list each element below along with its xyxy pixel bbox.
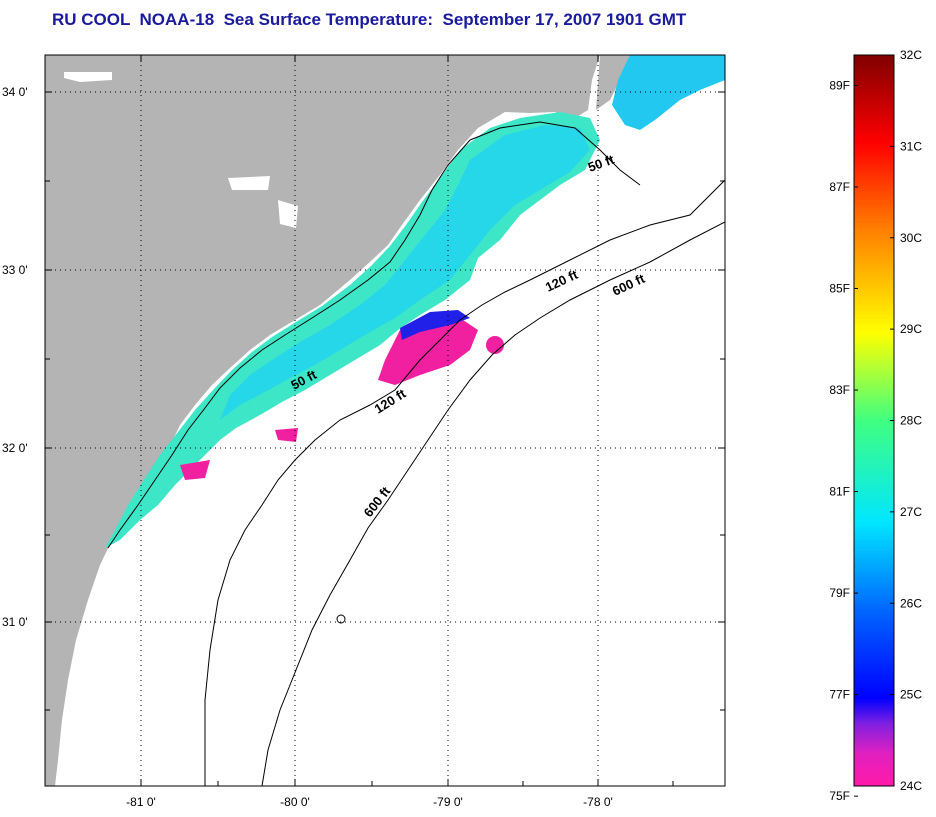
land-cloud <box>228 176 270 190</box>
colorbar-celsius-label: 24C <box>900 779 922 793</box>
colorbar-celsius-label: 28C <box>900 414 922 428</box>
colorbar-celsius-label: 32C <box>900 48 922 62</box>
sst-patch-blue <box>400 310 470 340</box>
colorbar-fahrenheit-label: 89F <box>829 78 850 92</box>
colorbar-fahrenheit-label: 81F <box>829 485 850 499</box>
contour-50ft <box>107 121 641 549</box>
grid-lines <box>45 55 725 786</box>
colorbar-celsius-label: 25C <box>900 688 922 702</box>
colorbar-fahrenheit-label: 85F <box>829 282 850 296</box>
colorbar-celsius-label: 27C <box>900 505 922 519</box>
sst-patch-cool-small <box>486 336 504 354</box>
land-mass <box>45 55 600 786</box>
contour-600ft <box>261 221 725 786</box>
map-title: RU COOL NOAA-18 Sea Surface Temperature:… <box>52 10 687 29</box>
contour-120ft <box>204 179 725 786</box>
colorbar-celsius-label: 26C <box>900 596 922 610</box>
sst-band-ne <box>612 55 725 130</box>
lon-label-78: -78 0' <box>583 795 613 809</box>
sst-band-cyan <box>220 125 590 420</box>
colorbar-celsius-labels: 32C 31C 30C 29C 28C 27C 26C 25C 24C <box>890 48 922 793</box>
lat-label-31: 31 0' <box>2 615 28 629</box>
land-cloud <box>278 200 298 228</box>
colorbar-celsius-label: 31C <box>900 139 922 153</box>
colorbar-celsius-label: 30C <box>900 231 922 245</box>
colorbar-fahrenheit-label: 77F <box>829 688 850 702</box>
lon-label-79: -79 0' <box>433 795 463 809</box>
colorbar-fahrenheit-labels: 89F 87F 85F 83F 81F 79F 77F 75F <box>829 78 858 803</box>
lon-label-81: -81 0' <box>126 795 156 809</box>
contour-600ft-spot <box>336 614 346 624</box>
lon-label-80: -80 0' <box>280 795 310 809</box>
map-border <box>44 54 726 787</box>
colorbar-fahrenheit-label: 75F <box>829 789 850 803</box>
lat-label-34: 34 0' <box>2 85 28 99</box>
colorbar-fahrenheit-label: 83F <box>829 383 850 397</box>
colorbar-fahrenheit-label: 79F <box>829 586 850 600</box>
lat-label-33: 33 0' <box>2 263 28 277</box>
colorbar-celsius-label: 29C <box>900 322 922 336</box>
sst-patch-cool-small <box>180 460 210 480</box>
sst-patch-cool-small <box>275 428 298 442</box>
colorbar <box>853 54 895 787</box>
lat-label-32: 32 0' <box>2 441 28 455</box>
colorbar-fahrenheit-label: 87F <box>829 180 850 194</box>
land-cloud <box>64 72 112 82</box>
tick-marks <box>45 55 725 786</box>
